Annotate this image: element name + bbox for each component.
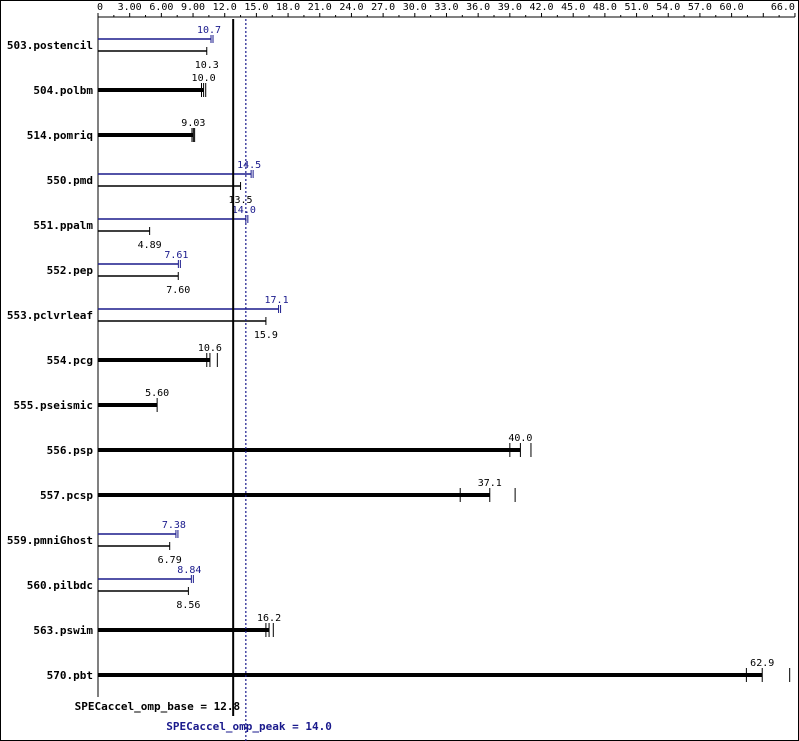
base-value-label: 10.6 — [198, 343, 222, 354]
benchmark-row: 570.pbt 62.9 — [47, 658, 791, 682]
peak-value-label: 14.0 — [232, 205, 256, 216]
peak-value-label: 14.5 — [237, 160, 261, 171]
benchmark-row: 559.pmniGhost 7.38 6.79 — [7, 520, 186, 566]
benchmark-label: 560.pilbdc — [27, 579, 93, 592]
base-value-label: 62.9 — [750, 658, 774, 669]
x-tick-label: 36.0 — [466, 2, 490, 13]
x-tick-label: 21.0 — [308, 2, 332, 13]
benchmark-row: 551.ppalm 14.0 4.89 — [33, 205, 255, 251]
benchmark-row: 553.pclvrleaf 17.1 15.9 — [7, 295, 289, 341]
base-value-label: 10.0 — [192, 73, 216, 84]
plot-area: 503.postencil 10.7 10.3 504.polbm 10.0 514.po… — [7, 17, 791, 697]
peak-value-label: 7.38 — [162, 520, 186, 531]
base-value-label: 15.9 — [254, 330, 278, 341]
benchmark-label: 553.pclvrleaf — [7, 309, 93, 322]
benchmark-row: 556.psp 40.0 — [47, 433, 532, 457]
base-value-label: 10.3 — [195, 60, 219, 71]
x-tick-label: 66.0 — [771, 2, 795, 13]
base-value-label: 8.56 — [176, 600, 200, 611]
benchmark-label: 514.pomriq — [27, 129, 93, 142]
benchmark-row: 503.postencil 10.7 10.3 — [7, 25, 221, 71]
x-tick-label: 39.0 — [498, 2, 522, 13]
peak-value-label: 10.7 — [197, 25, 221, 36]
benchmark-row: 514.pomriq 9.03 — [27, 118, 205, 142]
base-value-label: 16.2 — [257, 613, 281, 624]
benchmark-label: 551.ppalm — [33, 219, 93, 232]
base-value-label: 5.60 — [145, 388, 169, 399]
x-tick-label: 30.0 — [403, 2, 427, 13]
x-tick-label: 51.0 — [625, 2, 649, 13]
x-tick-label: 6.00 — [149, 2, 173, 13]
base-value-label: 37.1 — [478, 478, 502, 489]
benchmark-row: 552.pep 7.61 7.60 — [47, 250, 191, 296]
benchmark-label: 570.pbt — [47, 669, 93, 682]
benchmark-row: 555.pseismic 5.60 — [14, 388, 169, 412]
benchmark-label: 555.pseismic — [14, 399, 93, 412]
benchmark-row: 550.pmd 14.5 13.5 — [47, 160, 262, 206]
x-tick-label: 27.0 — [371, 2, 395, 13]
benchmark-row: 557.pcsp 37.1 — [40, 478, 516, 502]
benchmark-row: 554.pcg 10.6 — [47, 343, 222, 367]
benchmark-label: 504.polbm — [33, 84, 93, 97]
x-tick-label: 60.0 — [720, 2, 744, 13]
base-value-label: 6.79 — [158, 555, 182, 566]
x-tick-label: 3.00 — [118, 2, 142, 13]
base-value-label: 13.5 — [229, 195, 253, 206]
x-tick-label: 0 — [97, 2, 103, 13]
x-tick-label: 54.0 — [656, 2, 680, 13]
benchmark-row: 563.pswim 16.2 — [33, 613, 281, 637]
base-value-label: 4.89 — [138, 240, 162, 251]
x-tick-label: 18.0 — [276, 2, 300, 13]
peak-value-label: 8.84 — [177, 565, 201, 576]
benchmark-label: 550.pmd — [47, 174, 93, 187]
base-value-label: 7.60 — [166, 285, 190, 296]
benchmark-row: 560.pilbdc 8.84 8.56 — [27, 565, 202, 611]
x-tick-label: 9.00 — [181, 2, 205, 13]
benchmark-label: 556.psp — [47, 444, 94, 457]
benchmark-label: 559.pmniGhost — [7, 534, 93, 547]
peak-value-label: 7.61 — [164, 250, 188, 261]
x-tick-label: 57.0 — [688, 2, 712, 13]
benchmark-label: 557.pcsp — [40, 489, 93, 502]
peak-value-label: 17.1 — [265, 295, 289, 306]
x-tick-label: 33.0 — [434, 2, 458, 13]
benchmark-label: 503.postencil — [7, 39, 93, 52]
x-tick-label: 12.0 — [213, 2, 237, 13]
x-tick-label: 15.0 — [244, 2, 268, 13]
benchmark-label: 552.pep — [47, 264, 94, 277]
benchmark-label: 563.pswim — [33, 624, 93, 637]
x-tick-label: 42.0 — [529, 2, 553, 13]
x-axis: 0 3.00 6.00 9.00 12.0 15.0 18.0 21.0 24.0 27.0 30.… — [97, 2, 796, 18]
benchmark-row: 504.polbm 10.0 — [33, 73, 216, 97]
peak-reference-label: SPECaccel_omp_peak = 14.0 — [166, 720, 332, 733]
base-reference-label: SPECaccel_omp_base = 12.8 — [75, 700, 241, 713]
base-value-label: 40.0 — [508, 433, 532, 444]
reference-lines: SPECaccel_omp_base = 12.8 SPECaccel_omp_p… — [75, 19, 332, 741]
x-tick-label: 45.0 — [561, 2, 585, 13]
x-tick-label: 48.0 — [593, 2, 617, 13]
x-tick-label: 24.0 — [339, 2, 363, 13]
base-value-label: 9.03 — [181, 118, 205, 129]
benchmark-label: 554.pcg — [47, 354, 93, 367]
